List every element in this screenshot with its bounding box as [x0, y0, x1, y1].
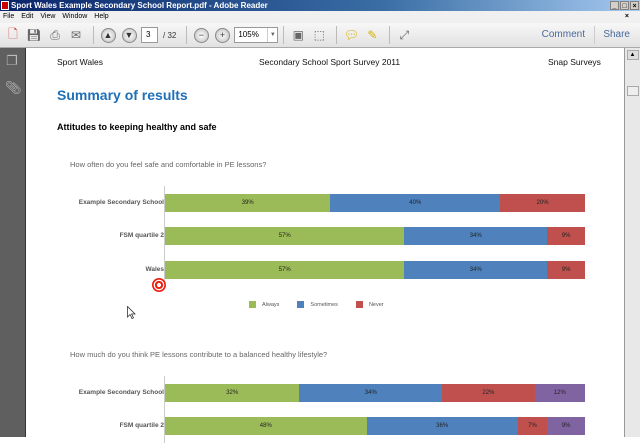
- chevron-down-icon: ▼: [267, 28, 277, 42]
- full-screen-icon[interactable]: ⤢: [399, 27, 410, 42]
- attachment-icon[interactable]: 📎︎: [5, 80, 22, 95]
- legend-swatch: [355, 301, 363, 308]
- chart-axis: [164, 376, 165, 443]
- close-document-icon[interactable]: ×: [624, 13, 629, 20]
- scroll-up-icon[interactable]: ▲: [626, 50, 639, 60]
- stacked-bar: 39% 40% 20%: [165, 194, 585, 212]
- chart-question: How often do you feel safe and comfortab…: [70, 160, 267, 169]
- create-pdf-icon[interactable]: 🗋: [8, 26, 18, 41]
- menu-view[interactable]: View: [40, 13, 56, 20]
- highlight-icon[interactable]: ✎: [367, 28, 378, 42]
- stacked-bar: 57% 34% 9%: [165, 227, 585, 245]
- menu-window[interactable]: Window: [62, 13, 88, 20]
- legend-item: Sometimes: [297, 301, 338, 308]
- menu-file[interactable]: File: [3, 13, 15, 20]
- bar-segment: 9%: [547, 227, 585, 245]
- zoom-in-button[interactable]: +: [213, 26, 231, 44]
- chart-question: How much do you think PE lessons contrib…: [70, 350, 328, 359]
- vertical-scrollbar[interactable]: ▲: [624, 48, 640, 437]
- bar-segment: 32%: [165, 384, 300, 402]
- page-total: / 32: [163, 30, 177, 40]
- chart-legend: Always Sometimes Never: [249, 301, 402, 308]
- legend-label: Never: [368, 301, 384, 308]
- category-label: Wales: [145, 266, 164, 273]
- mouse-cursor-icon: [127, 306, 136, 319]
- page-title: Summary of results: [57, 87, 188, 103]
- close-button[interactable]: ×: [630, 1, 639, 10]
- category-label: FSM quartile 2: [119, 232, 164, 239]
- maximize-button[interactable]: □: [620, 1, 629, 10]
- bar-segment: 7%: [517, 417, 548, 435]
- previous-page-button[interactable]: ▲: [99, 26, 117, 44]
- target-marker-icon: [152, 278, 166, 292]
- legend-item: Never: [355, 301, 384, 308]
- print-icon[interactable]: ⎙: [50, 27, 60, 42]
- legend-swatch: [297, 301, 305, 308]
- title-bar: Sport Wales Example Secondary School Rep…: [0, 0, 640, 11]
- next-page-button[interactable]: ▼: [120, 26, 138, 44]
- bar-segment: 34%: [299, 384, 443, 402]
- header-right: Snap Surveys: [548, 57, 601, 67]
- bar-segment: 36%: [366, 417, 518, 435]
- bar-segment: 57%: [165, 261, 405, 279]
- stacked-bar: 48% 36% 7% 9%: [165, 417, 585, 435]
- window-title: Sport Wales Example Secondary School Rep…: [11, 1, 268, 10]
- bar-segment: 9%: [547, 417, 585, 435]
- bar-segment: 39%: [165, 194, 331, 212]
- bar-segment: 34%: [404, 227, 548, 245]
- share-button[interactable]: Share: [603, 29, 630, 40]
- comment-icon[interactable]: 💬︎: [343, 28, 359, 42]
- header-left: Sport Wales: [57, 57, 103, 67]
- bar-segment: 22%: [442, 384, 535, 402]
- legend-swatch: [249, 301, 256, 308]
- category-label: FSM quartile 2: [119, 422, 164, 429]
- legend-label: Sometimes: [310, 301, 338, 308]
- zoom-value: 105%: [238, 30, 259, 39]
- save-icon[interactable]: 💾︎: [26, 28, 42, 42]
- zoom-select[interactable]: 105% ▼: [234, 27, 279, 43]
- scroll-thumb[interactable]: [626, 86, 639, 96]
- document-page: Sport Wales Secondary School Sport Surve…: [27, 48, 624, 443]
- pages-icon[interactable]: ❐: [6, 53, 18, 68]
- fit-width-icon[interactable]: ⬚: [313, 28, 326, 42]
- email-icon[interactable]: ✉: [70, 28, 82, 42]
- comment-button[interactable]: Comment: [541, 29, 585, 40]
- bar-segment: 20%: [500, 194, 585, 212]
- menu-help[interactable]: Help: [94, 13, 109, 20]
- bar-segment: 9%: [547, 261, 585, 279]
- menu-bar: File Edit View Window Help ×: [0, 11, 640, 23]
- bar-segment: 34%: [404, 261, 548, 279]
- bar-segment: 40%: [330, 194, 501, 212]
- bar-segment: 12%: [534, 384, 585, 402]
- legend-item: Always: [249, 301, 279, 308]
- fit-page-icon[interactable]: ▣: [292, 28, 305, 42]
- category-label: Example Secondary School: [78, 389, 164, 396]
- page-number-input[interactable]: 3: [141, 27, 158, 43]
- stacked-bar: 57% 34% 9%: [165, 261, 585, 279]
- stacked-bar: 32% 34% 22% 12%: [165, 384, 585, 402]
- category-label: Example Secondary School: [78, 199, 164, 206]
- section-heading: Attitudes to keeping healthy and safe: [57, 122, 217, 132]
- chart-axis: [164, 186, 165, 287]
- zoom-out-button[interactable]: −: [192, 26, 210, 44]
- menu-edit[interactable]: Edit: [21, 13, 34, 20]
- adobe-reader-icon: [1, 1, 9, 10]
- header-center: Secondary School Sport Survey 2011: [259, 57, 401, 67]
- toolbar: 🗋 💾︎ ⎙ ✉ ▲ ▼ 3 / 32 − + 105% ▼ ▣ ⬚ 💬︎ ✎ ⤢…: [0, 23, 640, 48]
- bar-segment: 48%: [165, 417, 367, 435]
- bar-segment: 57%: [165, 227, 405, 245]
- legend-label: Always: [262, 301, 280, 308]
- navigation-pane: ❐ 📎︎: [0, 48, 26, 437]
- minimize-button[interactable]: _: [610, 1, 619, 10]
